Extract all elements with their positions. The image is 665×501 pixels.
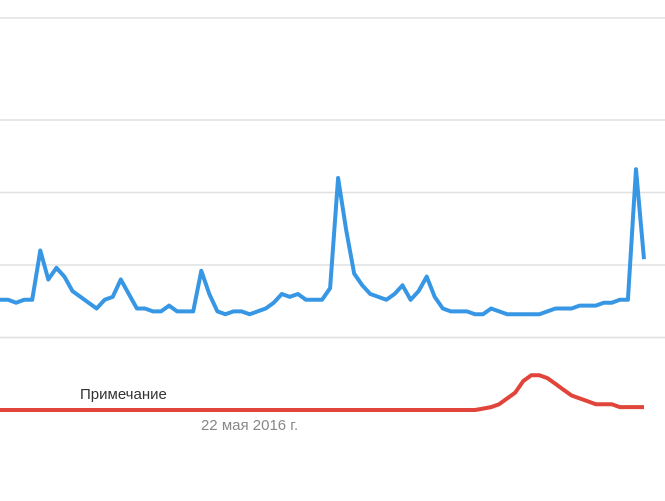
- line-series: [0, 167, 646, 317]
- annotation: Примечание: [80, 386, 167, 403]
- line-series: [0, 373, 644, 412]
- x-tick-label: 22 мая 2016 г.: [201, 417, 298, 434]
